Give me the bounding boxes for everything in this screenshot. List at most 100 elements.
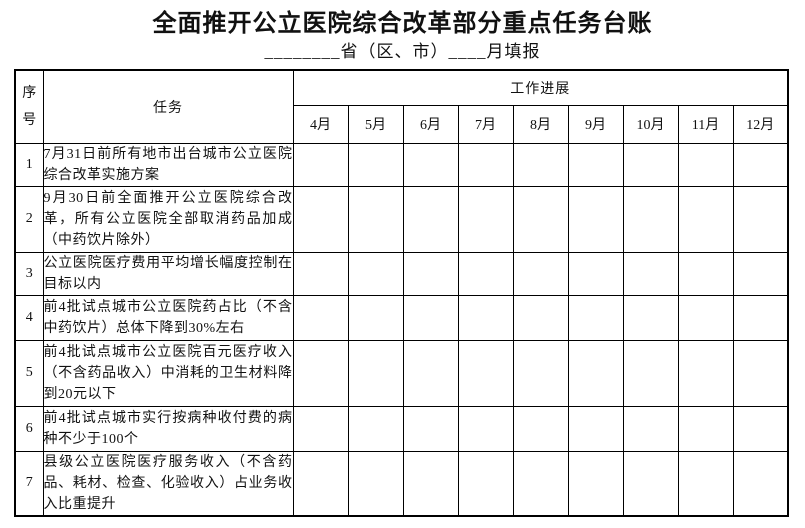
header-month: 8月 — [512, 104, 569, 144]
header-month: 9月 — [567, 104, 624, 144]
progress-cell — [292, 142, 349, 187]
task-row: 4 前4批试点城市公立医院药占比（不含中药饮片）总体下降到30%左右 — [14, 294, 789, 341]
task-row: 2 9月30日前全面推开公立医院综合改革，所有公立医院全部取消药品加成（中药饮片除… — [14, 185, 789, 253]
progress-cell — [402, 405, 459, 452]
page-title: 全面推开公立医院综合改革部分重点任务台账 — [152, 11, 653, 37]
progress-cell — [457, 294, 514, 341]
task-row: 6 前4批试点城市实行按病种收付费的病种不少于100个 — [14, 405, 789, 452]
progress-cell — [457, 339, 514, 407]
progress-cell — [732, 294, 789, 341]
progress-cell — [732, 450, 789, 516]
progress-cell — [512, 294, 569, 341]
progress-cell — [567, 294, 624, 341]
header-month: 6月 — [402, 104, 459, 144]
serial-number-cell: 3 — [14, 251, 44, 296]
header-row-top: 序号 任务 工作进展 — [14, 69, 789, 144]
progress-cell — [567, 185, 624, 253]
progress-cell — [622, 405, 679, 452]
progress-cell — [347, 294, 404, 341]
task-ledger-table: 序号 任务 工作进展 4月 5月 6月 7月 8月 9月 10月 11月 12月 1 7月31日前… — [14, 69, 790, 517]
progress-cell — [677, 294, 734, 341]
header-month: 12月 — [732, 104, 789, 144]
progress-cell — [512, 251, 569, 296]
progress-cell — [677, 251, 734, 296]
serial-number-cell: 7 — [14, 450, 44, 516]
header-month: 4月 — [292, 104, 349, 144]
task-row: 1 7月31日前所有地市出台城市公立医院综合改革实施方案 — [14, 142, 789, 187]
progress-cell — [732, 405, 789, 452]
progress-cell — [347, 251, 404, 296]
serial-number-cell: 5 — [14, 339, 44, 407]
header-month: 11月 — [677, 104, 734, 144]
progress-cell — [732, 339, 789, 407]
progress-cell — [677, 185, 734, 253]
progress-cell — [347, 405, 404, 452]
progress-cell — [402, 339, 459, 407]
page-subtitle: ________省（区、市）____月填报 — [264, 42, 541, 61]
serial-number-cell: 4 — [14, 294, 44, 341]
serial-number-cell: 6 — [14, 405, 44, 452]
task-cell: 前4批试点城市公立医院药占比（不含中药饮片）总体下降到30%左右 — [42, 294, 294, 341]
progress-cell — [292, 405, 349, 452]
task-cell: 县级公立医院医疗服务收入（不含药品、耗材、检查、化验收入）占业务收入比重提升 — [42, 450, 294, 516]
progress-cell — [402, 142, 459, 187]
progress-cell — [732, 142, 789, 187]
task-cell: 前4批试点城市公立医院百元医疗收入（不含药品收入）中消耗的卫生材料降到20元以下 — [42, 339, 294, 407]
progress-cell — [402, 450, 459, 516]
progress-cell — [512, 142, 569, 187]
progress-cell — [622, 294, 679, 341]
header-work-progress: 工作进展 — [292, 69, 789, 106]
progress-cell — [292, 339, 349, 407]
header-row-months: 4月 5月 6月 7月 8月 9月 10月 11月 12月 — [15, 104, 789, 144]
progress-cell — [457, 142, 514, 187]
header-month: 10月 — [622, 104, 679, 144]
progress-cell — [347, 339, 404, 407]
progress-cell — [292, 450, 349, 516]
serial-number-cell: 2 — [14, 185, 44, 253]
progress-cell — [292, 185, 349, 253]
progress-cell — [347, 142, 404, 187]
task-row: 3 公立医院医疗费用平均增长幅度控制在目标以内 — [14, 251, 789, 296]
progress-cell — [512, 339, 569, 407]
progress-cell — [457, 185, 514, 253]
progress-cell — [677, 405, 734, 452]
header-month: 7月 — [457, 104, 514, 144]
progress-cell — [567, 450, 624, 516]
progress-cell — [677, 450, 734, 516]
task-row: 7 县级公立医院医疗服务收入（不含药品、耗材、检查、化验收入）占业务收入比重提升 — [14, 450, 789, 516]
progress-cell — [512, 185, 569, 253]
serial-number-cell: 1 — [14, 142, 44, 187]
progress-cell — [567, 251, 624, 296]
progress-cell — [347, 450, 404, 516]
task-cell: 7月31日前所有地市出台城市公立医院综合改革实施方案 — [42, 142, 294, 187]
progress-cell — [512, 450, 569, 516]
task-cell: 9月30日前全面推开公立医院综合改革，所有公立医院全部取消药品加成（中药饮片除外… — [42, 185, 294, 253]
progress-cell — [677, 142, 734, 187]
progress-cell — [622, 185, 679, 253]
progress-cell — [457, 405, 514, 452]
progress-cell — [622, 142, 679, 187]
progress-cell — [567, 339, 624, 407]
progress-cell — [567, 405, 624, 452]
header-month: 5月 — [347, 104, 404, 144]
progress-cell — [292, 294, 349, 341]
progress-cell — [292, 251, 349, 296]
progress-cell — [402, 251, 459, 296]
progress-cell — [402, 185, 459, 253]
progress-cell — [457, 251, 514, 296]
progress-cell — [622, 251, 679, 296]
progress-cell — [347, 185, 404, 253]
task-cell: 公立医院医疗费用平均增长幅度控制在目标以内 — [42, 251, 294, 296]
progress-cell — [402, 294, 459, 341]
progress-cell — [567, 142, 624, 187]
progress-cell — [732, 251, 789, 296]
progress-cell — [457, 450, 514, 516]
progress-cell — [732, 185, 789, 253]
progress-cell — [512, 405, 569, 452]
task-row: 5 前4批试点城市公立医院百元医疗收入（不含药品收入）中消耗的卫生材料降到20元以… — [14, 339, 789, 407]
progress-cell — [677, 339, 734, 407]
progress-cell — [622, 450, 679, 516]
header-serial-number: 序号 — [14, 69, 44, 144]
task-cell: 前4批试点城市实行按病种收付费的病种不少于100个 — [42, 405, 294, 452]
